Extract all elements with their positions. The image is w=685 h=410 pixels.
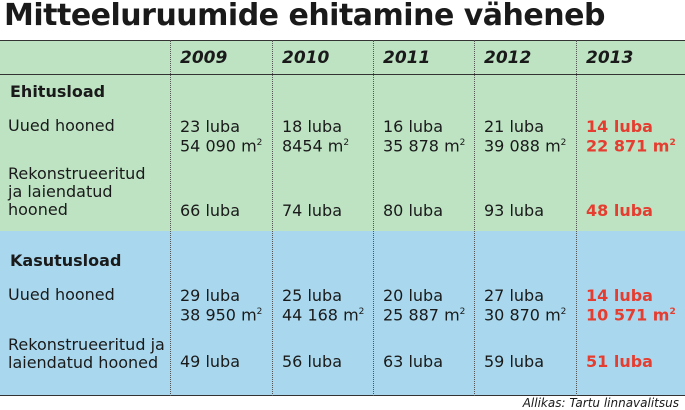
cell-count: 80 luba bbox=[383, 201, 443, 220]
cell-count: 29 luba bbox=[180, 286, 240, 305]
row-label-uued-hooned: Uued hooned bbox=[8, 116, 115, 135]
year-header-2013: 2013 bbox=[586, 48, 634, 68]
cell-count-highlight: 51 luba bbox=[586, 352, 653, 371]
cell-count: 16 luba bbox=[383, 117, 443, 136]
cell-count: 49 luba bbox=[180, 352, 240, 371]
column-divider bbox=[576, 40, 578, 396]
cell-count: 74 luba bbox=[282, 201, 342, 220]
cell-count: 66 luba bbox=[180, 201, 240, 220]
cell-area: 38 950 m2 bbox=[180, 305, 263, 325]
cell-area: 35 878 m2 bbox=[383, 136, 466, 156]
cell-count: 23 luba bbox=[180, 117, 240, 136]
cell-count: 27 luba bbox=[484, 286, 544, 305]
cell-count: 21 luba bbox=[484, 117, 544, 136]
cell-area: 44 168 m2 bbox=[282, 305, 365, 325]
data-table: 2009 2010 2011 2012 2013 Ehitusload Uued… bbox=[0, 40, 685, 396]
table-top-rule bbox=[0, 40, 685, 41]
cell-area-highlight: 22 871 m2 bbox=[586, 136, 676, 156]
row-label-rekonstrueeritud: Rekonstrueeritud ja laiendatud hooned bbox=[8, 336, 165, 372]
cell-count-highlight: 48 luba bbox=[586, 201, 653, 220]
table-bottom-rule bbox=[0, 395, 685, 396]
row-label-line: Rekonstrueeritud ja bbox=[8, 335, 165, 354]
cell-area: 30 870 m2 bbox=[484, 305, 567, 325]
year-header-2009: 2009 bbox=[180, 48, 228, 68]
cell-area: 54 090 m2 bbox=[180, 136, 263, 156]
cell-count: 93 luba bbox=[484, 201, 544, 220]
row-label-line: ja laiendatud bbox=[8, 182, 113, 201]
cell-area: 39 088 m2 bbox=[484, 136, 567, 156]
cell-count: 18 luba bbox=[282, 117, 342, 136]
section-title-ehitusload: Ehitusload bbox=[10, 82, 106, 101]
kasutusload-section-bg bbox=[0, 231, 685, 396]
section-title-kasutusload: Kasutusload bbox=[10, 251, 122, 270]
year-header-2012: 2012 bbox=[484, 48, 532, 68]
year-header-2011: 2011 bbox=[383, 48, 431, 68]
page-title: Mitteeluruumide ehitamine väheneb bbox=[4, 0, 605, 33]
header-rule bbox=[0, 74, 685, 75]
cell-count: 63 luba bbox=[383, 352, 443, 371]
cell-count: 59 luba bbox=[484, 352, 544, 371]
source-credit: Allikas: Tartu linnavalitsus bbox=[522, 396, 679, 410]
cell-area: 8454 m2 bbox=[282, 136, 350, 156]
cell-area-highlight: 10 571 m2 bbox=[586, 305, 676, 325]
cell-count-highlight: 14 luba bbox=[586, 117, 653, 136]
row-label-uued-hooned: Uued hooned bbox=[8, 285, 115, 304]
column-divider bbox=[170, 40, 172, 396]
column-divider bbox=[474, 40, 476, 396]
cell-count: 25 luba bbox=[282, 286, 342, 305]
year-header-2010: 2010 bbox=[282, 48, 330, 68]
row-label-line: Rekonstrueeritud bbox=[8, 164, 146, 183]
row-label-rekonstrueeritud: Rekonstrueeritud ja laiendatud hooned bbox=[8, 165, 145, 219]
cell-count: 20 luba bbox=[383, 286, 443, 305]
cell-area: 25 887 m2 bbox=[383, 305, 466, 325]
column-divider bbox=[373, 40, 375, 396]
cell-count-highlight: 14 luba bbox=[586, 286, 653, 305]
row-label-line: hooned bbox=[8, 200, 68, 219]
row-label-line: laiendatud hooned bbox=[8, 353, 159, 372]
ehitusload-section-bg bbox=[0, 40, 685, 231]
column-divider bbox=[272, 40, 274, 396]
cell-count: 56 luba bbox=[282, 352, 342, 371]
